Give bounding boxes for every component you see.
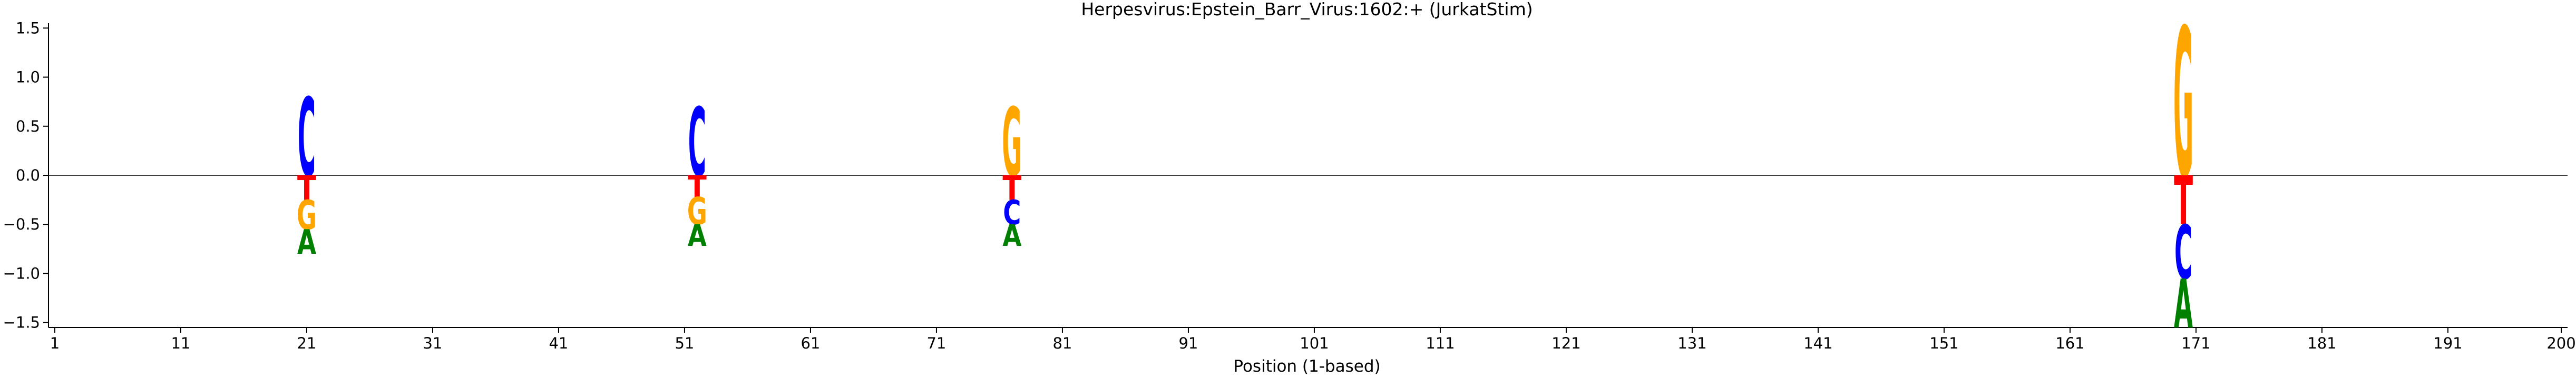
x-tick-label: 151 xyxy=(1929,334,1958,352)
x-tick-label: 31 xyxy=(423,334,442,352)
x-tick-label: 161 xyxy=(2055,334,2084,352)
logo-letter-T: T xyxy=(688,169,707,204)
y-tick-label: 1.5 xyxy=(16,19,40,37)
x-tick-label: 171 xyxy=(2181,334,2210,352)
x-axis-label: Position (1-based) xyxy=(1233,357,1380,376)
logo-letter-C: C xyxy=(2174,210,2192,296)
x-tick-label: 1 xyxy=(50,334,60,352)
logo-letter-T: T xyxy=(2174,163,2193,241)
x-tick-label: 141 xyxy=(1803,334,1832,352)
x-tick-label: 121 xyxy=(1552,334,1580,352)
x-tick-label: 181 xyxy=(2307,334,2336,352)
y-tick-label: −1.0 xyxy=(3,264,40,282)
x-tick-label: 41 xyxy=(549,334,568,352)
y-tick-label: −0.5 xyxy=(3,215,40,233)
chart-title: Herpesvirus:Epstein_Barr_Virus:1602:+ (J… xyxy=(1081,0,1533,19)
logo-letter-A: A xyxy=(2174,265,2193,344)
y-tick-label: 0.0 xyxy=(16,166,40,184)
y-tick-label: 1.0 xyxy=(16,68,40,86)
y-tick-label: −1.5 xyxy=(3,314,40,332)
logo-letter-A: A xyxy=(688,219,707,253)
x-tick-label: 61 xyxy=(801,334,820,352)
x-tick-label: 21 xyxy=(297,334,316,352)
x-tick-label: 71 xyxy=(926,334,946,352)
x-tick-label: 200 xyxy=(2546,334,2575,352)
logo-letter-A: A xyxy=(1002,219,1021,253)
logo-letter-T: T xyxy=(297,169,316,208)
x-tick-label: 131 xyxy=(1677,334,1706,352)
x-tick-label: 11 xyxy=(171,334,190,352)
x-tick-label: 191 xyxy=(2433,334,2462,352)
x-tick-label: 91 xyxy=(1178,334,1198,352)
logo-letter-G: G xyxy=(297,192,317,238)
logo-letter-G: G xyxy=(687,190,707,234)
logo-letter-A: A xyxy=(297,223,316,262)
logo-letter-C: C xyxy=(688,88,706,197)
x-tick-label: 111 xyxy=(1426,334,1455,352)
x-tick-label: 101 xyxy=(1300,334,1329,352)
logo-letter-G: G xyxy=(1002,88,1022,197)
x-tick-label: 81 xyxy=(1052,334,1072,352)
logo-letter-C: C xyxy=(298,75,316,201)
x-axis: 1 11 21 31 41 51 61 71 81 91 101 111 121 131 141 151 161… xyxy=(48,327,2576,352)
y-axis: −1.5 −1.0 −0.5 0.0 0.5 1.0 1.5 xyxy=(3,19,49,332)
logo-letter-C: C xyxy=(1003,194,1021,233)
logo-letter-G: G xyxy=(2173,0,2193,224)
y-tick-label: 0.5 xyxy=(16,117,40,135)
logo-letter-T: T xyxy=(1002,169,1021,208)
x-tick-label: 51 xyxy=(675,334,694,352)
